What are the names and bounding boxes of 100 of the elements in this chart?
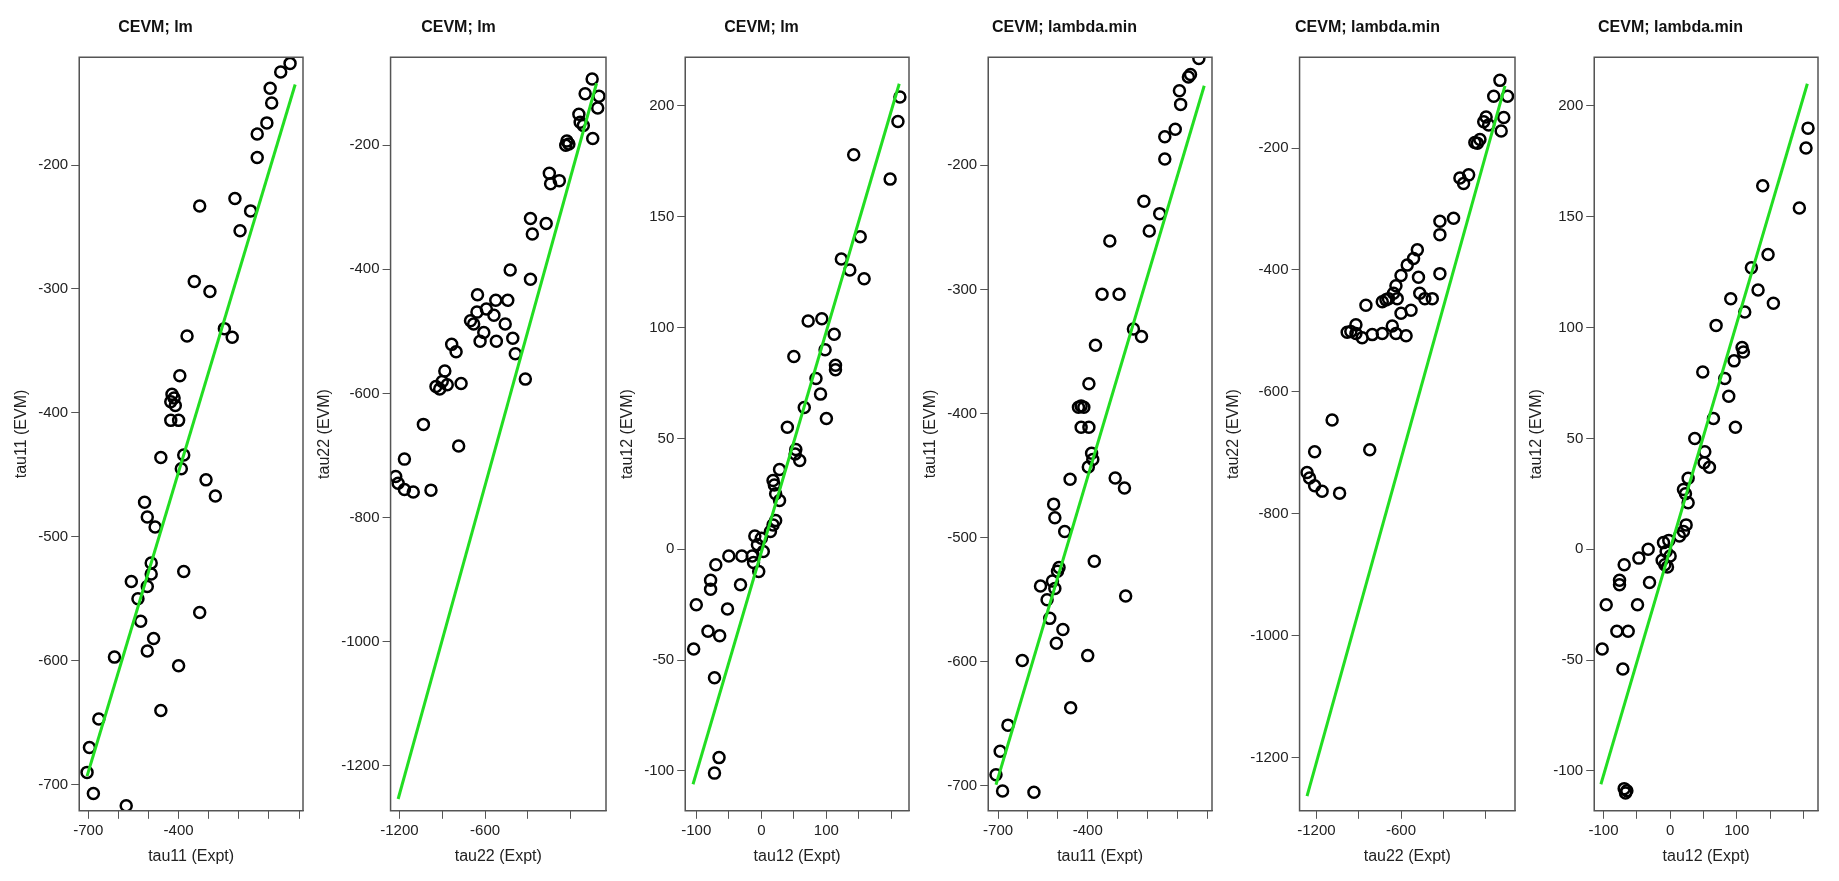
point	[192, 199, 207, 213]
point	[766, 473, 780, 488]
point	[1656, 535, 1671, 550]
y-tick-label: -300	[947, 279, 978, 297]
y-tick-label: 0	[1574, 539, 1584, 557]
point	[733, 577, 748, 592]
x-tick-label: -600	[1386, 820, 1417, 838]
point	[1048, 511, 1062, 525]
point	[1496, 110, 1511, 125]
point	[1792, 201, 1807, 215]
point	[722, 549, 736, 563]
point	[208, 489, 223, 503]
point	[1389, 279, 1403, 293]
x-axis-title: tau12 (Expt)	[753, 846, 841, 864]
point	[397, 482, 412, 497]
y-tick-label: -200	[38, 155, 69, 173]
y-tick-label: 200	[649, 96, 675, 114]
point	[1446, 211, 1461, 225]
y-tick-label: 100	[1558, 317, 1584, 335]
point	[1766, 296, 1781, 310]
point	[203, 284, 217, 299]
point	[1082, 376, 1096, 391]
y-tick-label: -200	[349, 135, 380, 153]
point	[390, 469, 403, 484]
point	[1173, 97, 1188, 112]
y-tick-label: -400	[38, 403, 69, 421]
point	[1697, 456, 1711, 470]
point	[1413, 286, 1427, 300]
y-tick-label: -50	[1561, 650, 1584, 668]
point	[1134, 329, 1149, 344]
point	[435, 374, 449, 389]
y-axis-title: tau22 (EVM)	[1224, 389, 1242, 479]
point	[1049, 636, 1064, 650]
point	[264, 96, 279, 110]
point	[542, 166, 557, 180]
point	[689, 597, 704, 612]
point	[199, 473, 213, 487]
point	[815, 311, 829, 326]
point	[470, 305, 484, 319]
point	[1168, 122, 1182, 136]
x-tick-label: 100	[1724, 820, 1750, 838]
point	[1761, 247, 1775, 262]
point	[168, 398, 183, 413]
point	[1349, 326, 1363, 341]
y-tick-label: -50	[652, 650, 675, 668]
point	[165, 387, 179, 402]
point	[1118, 589, 1133, 603]
x-tick-label: -100	[1588, 820, 1619, 838]
point	[283, 57, 297, 71]
point	[857, 272, 871, 286]
point	[1751, 283, 1765, 297]
point	[416, 417, 431, 432]
point	[1595, 642, 1609, 656]
point	[86, 786, 101, 801]
point	[585, 72, 599, 86]
y-axis-title: tau12 (EVM)	[618, 389, 636, 479]
point	[503, 263, 517, 277]
point	[1453, 171, 1467, 185]
point	[1425, 291, 1440, 306]
point	[1300, 465, 1314, 480]
point	[1087, 554, 1102, 569]
point	[1727, 354, 1741, 368]
point	[228, 191, 242, 206]
point	[273, 65, 288, 79]
point	[712, 750, 726, 765]
point	[1386, 286, 1401, 300]
point	[454, 376, 468, 391]
x-axis-title: tau22 (Expt)	[454, 846, 542, 864]
point	[1158, 129, 1172, 144]
point	[792, 453, 807, 468]
point	[154, 703, 168, 718]
point	[429, 379, 443, 394]
point	[1433, 227, 1447, 242]
point	[883, 172, 897, 186]
point	[1307, 444, 1322, 459]
point	[1394, 268, 1408, 283]
point	[1724, 292, 1738, 306]
point	[424, 483, 438, 497]
point	[1137, 194, 1151, 208]
chart-title: CEVM; lm	[724, 18, 799, 36]
point	[137, 495, 152, 509]
point	[1735, 340, 1749, 355]
point	[1142, 224, 1157, 238]
point	[1158, 152, 1172, 166]
point	[250, 127, 264, 141]
point	[590, 101, 605, 115]
point	[1630, 597, 1645, 612]
y-tick-label: 0	[665, 539, 675, 557]
point	[828, 358, 843, 373]
point	[1642, 575, 1657, 590]
point	[1359, 298, 1373, 313]
point	[1493, 73, 1507, 88]
y-tick-label: 150	[649, 206, 675, 224]
point	[748, 529, 762, 543]
point	[703, 573, 718, 588]
point	[1108, 471, 1122, 485]
y-tick-label: -200	[1258, 138, 1289, 156]
y-tick-label: -600	[38, 650, 69, 668]
x-axis-title: tau12 (Expt)	[1662, 846, 1750, 864]
point	[1486, 89, 1501, 103]
